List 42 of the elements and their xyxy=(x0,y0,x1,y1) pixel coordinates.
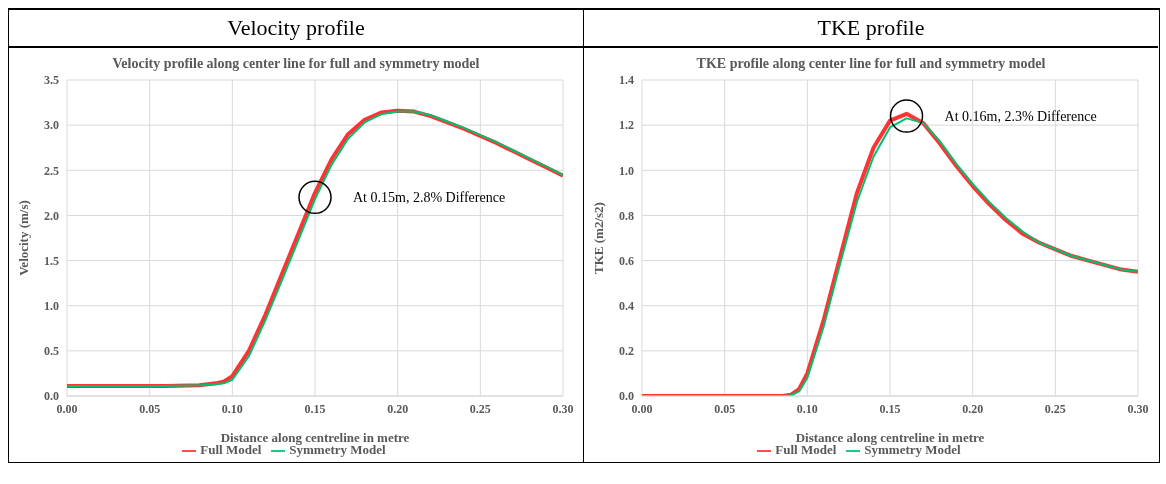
x-tick-label: 0.15 xyxy=(304,401,326,416)
y-tick-label: 0.2 xyxy=(619,344,634,359)
annotation: At 0.15m, 2.8% Difference xyxy=(353,190,506,206)
x-tick-label: 0.20 xyxy=(387,401,409,416)
y-tick-label: 0.0 xyxy=(44,389,59,404)
legend-label: Full Model xyxy=(200,442,262,457)
annotation: At 0.16m, 2.3% Difference xyxy=(944,109,1097,125)
chart-title: TKE profile xyxy=(584,10,1158,48)
x-tick-label: 0.25 xyxy=(469,401,491,416)
x-tick-label: 0.20 xyxy=(962,401,984,416)
x-axis-title: Distance along centreline in metre xyxy=(795,429,985,445)
y-axis-title: TKE (m2/s2) xyxy=(590,202,606,274)
y-tick-label: 0.8 xyxy=(619,208,634,223)
y-tick-label: 3.0 xyxy=(44,118,59,133)
x-tick-label: 0.15 xyxy=(879,401,901,416)
x-tick-label: 0.30 xyxy=(1127,401,1149,416)
x-tick-label: 0.00 xyxy=(56,401,78,416)
y-tick-label: 0.5 xyxy=(44,344,59,359)
x-tick-label: 0.00 xyxy=(631,401,653,416)
x-tick-label: 0.05 xyxy=(714,401,736,416)
x-tick-label: 0.10 xyxy=(221,401,243,416)
x-tick-label: 0.25 xyxy=(1044,401,1066,416)
y-tick-label: 1.0 xyxy=(619,163,634,178)
y-tick-label: 0.4 xyxy=(619,298,634,313)
chart-subtitle: Velocity profile along center line for full and symmetry model xyxy=(111,56,481,72)
y-tick-label: 1.0 xyxy=(44,298,59,313)
y-tick-label: 1.5 xyxy=(44,253,59,268)
y-tick-label: 0.6 xyxy=(619,253,634,268)
y-tick-label: 0.0 xyxy=(619,389,634,404)
legend-label: Full Model xyxy=(775,442,837,457)
x-tick-label: 0.10 xyxy=(796,401,818,416)
y-tick-label: 3.5 xyxy=(44,73,59,88)
y-tick-label: 1.2 xyxy=(619,118,634,133)
y-tick-label: 1.4 xyxy=(619,73,634,88)
chart-title: Velocity profile xyxy=(9,10,583,48)
y-tick-label: 2.0 xyxy=(44,208,59,223)
x-axis-title: Distance along centreline in metre xyxy=(220,429,410,445)
chart-subtitle: TKE profile along center line for full and symmetry model xyxy=(695,56,1047,72)
x-tick-label: 0.30 xyxy=(552,401,574,416)
y-tick-label: 2.5 xyxy=(44,163,59,178)
x-tick-label: 0.05 xyxy=(139,401,161,416)
y-axis-title: Velocity (m/s) xyxy=(15,200,31,276)
